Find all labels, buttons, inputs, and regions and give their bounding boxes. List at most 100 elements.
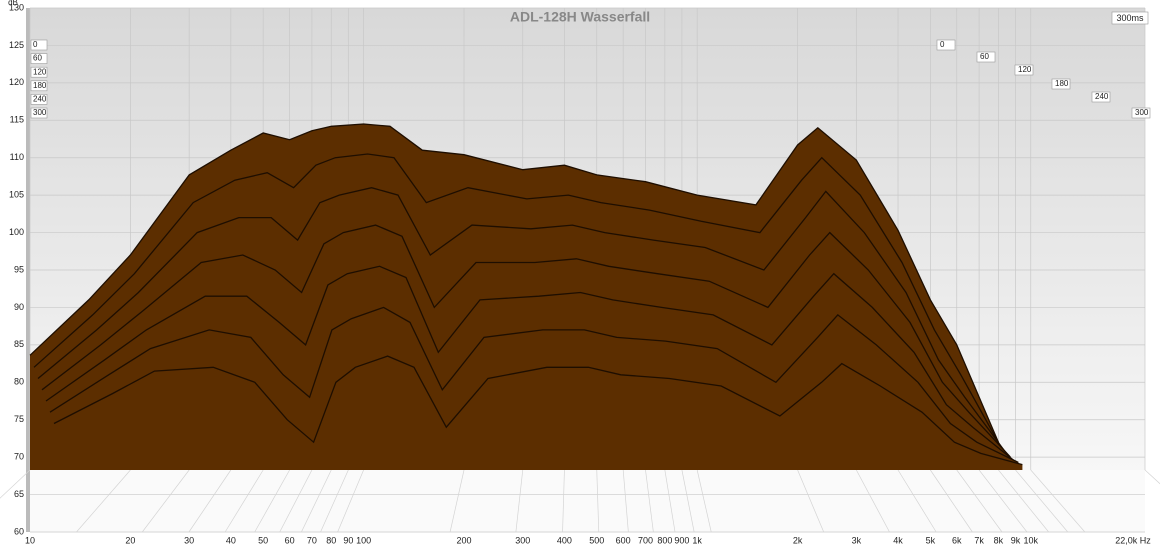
floor-line xyxy=(515,469,524,533)
x-tick-label: 60 xyxy=(285,535,295,545)
slice-line xyxy=(33,153,1003,451)
x-tick-label: 4k xyxy=(893,535,903,545)
x-tick-label: 100 xyxy=(356,535,371,545)
time-tick-box xyxy=(1051,78,1071,90)
y-tick-label: 115 xyxy=(10,115,24,125)
slices xyxy=(29,123,1023,470)
time-label-box xyxy=(1111,11,1149,25)
x-tick-label: 1k xyxy=(692,535,702,545)
x-tick-label: 10k xyxy=(1024,535,1039,545)
floor-line xyxy=(301,469,332,533)
x-tick-label: 22,0k Hz xyxy=(1115,535,1151,545)
y-tick-label: 130 xyxy=(9,2,24,12)
slice-line xyxy=(41,224,1011,458)
floor-line xyxy=(645,469,654,533)
time-tick-label: 180 xyxy=(1055,79,1069,88)
slice-fill xyxy=(54,356,1023,470)
x-tick-label: 800 xyxy=(657,535,672,545)
floor-line xyxy=(0,469,31,499)
floor-line xyxy=(1144,469,1160,485)
floor-line xyxy=(279,469,313,533)
floor-line xyxy=(998,469,1049,533)
x-tick-label: 40 xyxy=(226,535,236,545)
x-tick-label: 7k xyxy=(974,535,984,545)
x-tick-label: 3k xyxy=(852,535,862,545)
x-tick-label: 9k xyxy=(1011,535,1021,545)
x-tick-label: 50 xyxy=(258,535,268,545)
time-tick-box xyxy=(30,53,48,64)
floor-line xyxy=(562,469,565,533)
y-tick-label: 80 xyxy=(14,377,24,387)
x-tick-label: 2k xyxy=(793,535,803,545)
floor-line xyxy=(1030,469,1086,533)
floor-line xyxy=(930,469,973,533)
time-tick-box xyxy=(1091,91,1111,103)
time-tick-box xyxy=(1131,107,1151,119)
x-tick-label: 10 xyxy=(25,535,35,545)
floor xyxy=(30,470,1145,532)
time-tick-box xyxy=(976,51,996,63)
y-tick-label: 105 xyxy=(9,190,24,200)
slice-line xyxy=(29,123,999,443)
time-tick-label: 120 xyxy=(33,67,47,76)
floor-line xyxy=(224,469,264,533)
y-tick-label: 75 xyxy=(14,414,24,424)
floor-line xyxy=(337,469,364,533)
floor-line xyxy=(897,469,937,533)
time-tick-box xyxy=(30,107,48,119)
y-tick-label: 100 xyxy=(9,227,24,237)
x-tick-label: 300 xyxy=(515,535,530,545)
time-tick-box xyxy=(1014,64,1034,76)
floor-line xyxy=(320,469,349,533)
time-tick-box xyxy=(30,80,48,92)
y-axis-label: dB xyxy=(8,0,18,7)
time-tick-label: 0 xyxy=(33,40,38,49)
time-tick-label: 120 xyxy=(1018,65,1032,74)
y-tick-label: 65 xyxy=(14,489,24,499)
labels: 60 65 70 75 80 85 90 95 100 105 110 115 120 125 130 10 2… xyxy=(9,2,1151,545)
x-tick-label: 90 xyxy=(343,535,353,545)
x-tick-label: 30 xyxy=(184,535,194,545)
floor-line xyxy=(188,469,232,533)
x-tick-label: 5k xyxy=(926,535,936,545)
time-tick-label: 180 xyxy=(33,81,47,90)
floor-line xyxy=(596,469,600,533)
slice-line xyxy=(53,355,1023,466)
y-tick-label: 120 xyxy=(9,77,24,87)
time-tick-label: 60 xyxy=(980,52,989,61)
slice-line xyxy=(45,265,1015,462)
y-tick-label: 70 xyxy=(14,452,24,462)
floor-line xyxy=(254,469,290,533)
floor-line xyxy=(797,469,825,533)
y-tick-label: 125 xyxy=(9,40,24,50)
time-tick-label: 0 xyxy=(940,40,945,49)
floor-line xyxy=(141,469,190,533)
x-tick-label: 80 xyxy=(326,535,336,545)
x-tick-label: 900 xyxy=(674,535,689,545)
floor-line xyxy=(1015,469,1069,533)
floor-line xyxy=(856,469,890,533)
x-tick-label: 8k xyxy=(994,535,1004,545)
floor-line xyxy=(681,469,695,533)
floor-line xyxy=(449,469,465,533)
floor-line xyxy=(696,469,712,533)
time-tick-label: 240 xyxy=(33,95,47,104)
x-tick-label: 700 xyxy=(638,535,653,545)
y-tick-label: 110 xyxy=(10,152,24,162)
x-tick-label: 200 xyxy=(456,535,471,545)
time-tick-box xyxy=(30,94,48,105)
time-tick-label: 240 xyxy=(1095,92,1109,101)
time-label: 300ms xyxy=(1116,13,1144,23)
time-tick-label: 60 xyxy=(33,54,42,63)
floor-line xyxy=(956,469,1003,533)
y-tick-label: 85 xyxy=(14,339,24,349)
time-tick-box xyxy=(30,39,48,51)
floor-line xyxy=(76,469,131,533)
x-tick-label: 500 xyxy=(589,535,604,545)
x-tick-label: 6k xyxy=(952,535,962,545)
time-tick-box xyxy=(936,39,956,51)
y-tick-label: 95 xyxy=(14,264,24,274)
axis-bar xyxy=(26,8,30,532)
slice-line xyxy=(37,187,1007,454)
